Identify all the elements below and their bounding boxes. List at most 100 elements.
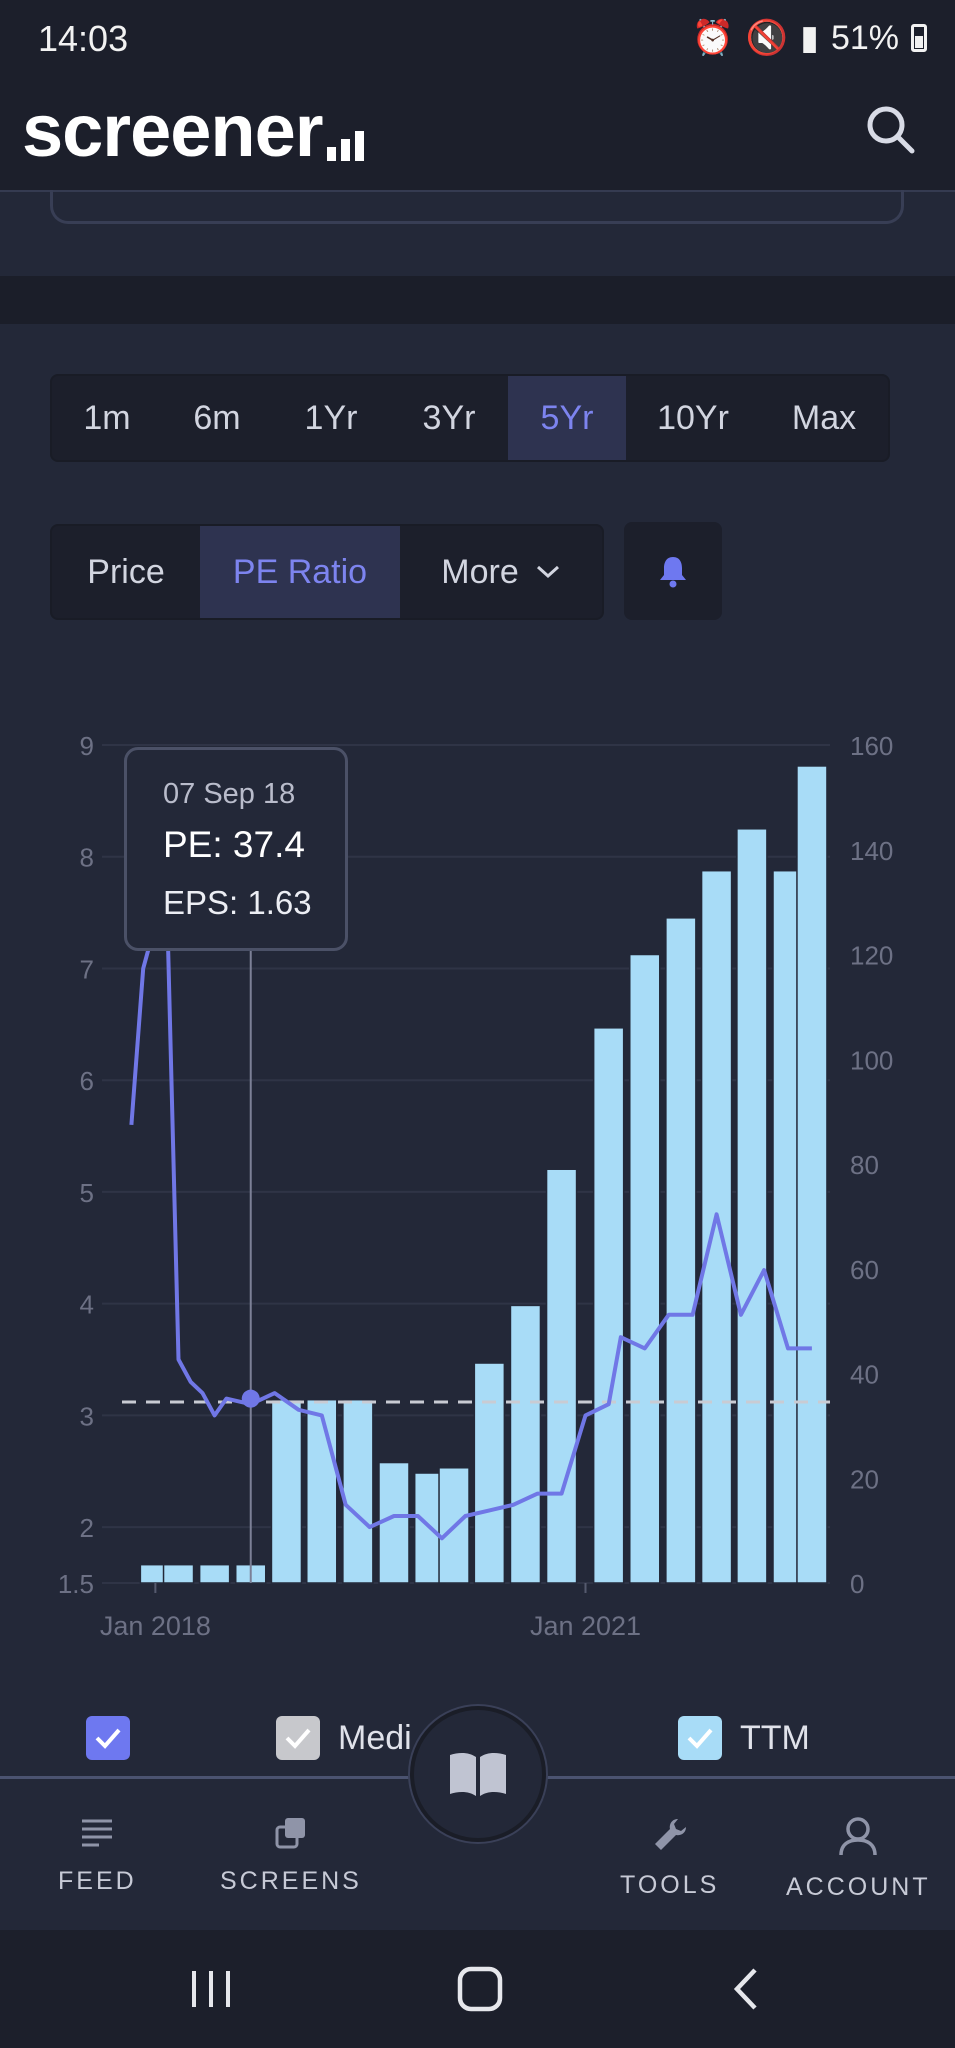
book-button[interactable] xyxy=(410,1706,546,1842)
eps-bar xyxy=(342,1398,374,1584)
logo-bars-icon xyxy=(326,131,364,161)
tooltip-pe: PE: 37.4 xyxy=(163,824,305,865)
cursor-point xyxy=(241,1389,260,1408)
tab-6m[interactable]: 6m xyxy=(193,398,241,437)
nav-account[interactable]: ACCOUNT xyxy=(786,1815,931,1902)
status-time: 14:03 xyxy=(38,18,129,59)
bell-icon xyxy=(660,557,686,588)
check-icon xyxy=(687,1728,713,1749)
legend-median-label: Medi xyxy=(338,1718,412,1757)
mute-icon: 🔇 xyxy=(745,19,789,57)
eps-bar xyxy=(509,1304,542,1584)
app-header: screener xyxy=(0,66,955,192)
back-glyph xyxy=(733,1968,757,2010)
tab-1m[interactable]: 1m xyxy=(83,398,131,437)
status-bar: 14:03 ⏰ 🔇 ▮ 51% xyxy=(0,0,955,66)
nav-feed[interactable]: FEED xyxy=(58,1815,137,1896)
eps-bar xyxy=(162,1563,195,1584)
eps-bar xyxy=(700,869,733,1584)
legend-ttm-label: TTM xyxy=(740,1718,810,1757)
pe-chart[interactable]: 9 8 7 6 5 4 3 2 1.5 160 140 120 100 80 60 40 20 0 Jan 2018… xyxy=(0,700,955,1650)
eps-bar xyxy=(796,765,828,1584)
recent-apps-icon[interactable] xyxy=(176,1954,246,2024)
eps-bar xyxy=(270,1398,303,1584)
book-icon xyxy=(450,1752,506,1796)
logo-text: screener xyxy=(22,89,324,172)
right-axis-tick: 40 xyxy=(850,1360,879,1390)
signal-icon: ▮ xyxy=(800,19,819,57)
legend-median[interactable]: Medi xyxy=(276,1716,412,1760)
right-axis-tick: 60 xyxy=(850,1255,879,1285)
left-axis-tick: 1.5 xyxy=(58,1569,94,1599)
screener-logo[interactable]: screener xyxy=(22,88,364,173)
tab-max[interactable]: Max xyxy=(791,398,857,437)
eps-bar xyxy=(665,917,697,1584)
right-axis-tick: 160 xyxy=(850,731,893,761)
more-dropdown[interactable]: More xyxy=(400,526,602,618)
pe-checkbox[interactable] xyxy=(86,1716,130,1760)
home-glyph xyxy=(457,1966,503,2012)
legend-pe[interactable] xyxy=(86,1716,130,1760)
range-tabs: 1m 6m 1Yr 3Yr 5Yr 10Yr Max xyxy=(50,374,890,462)
left-axis-tick: 8 xyxy=(80,843,94,873)
nav-tools-label: TOOLS xyxy=(620,1871,720,1899)
system-nav xyxy=(0,1930,955,2048)
chevron-down-icon xyxy=(536,565,559,579)
eps-bar xyxy=(545,1168,578,1584)
nav-screens-label: SCREENS xyxy=(220,1867,362,1895)
home-icon[interactable] xyxy=(445,1954,515,2024)
tab-pe-ratio[interactable]: PE Ratio xyxy=(200,526,400,618)
tooltip-date: 07 Sep 18 xyxy=(163,778,296,810)
legend-ttm[interactable]: TTM xyxy=(678,1716,810,1760)
median-checkbox[interactable] xyxy=(276,1716,320,1760)
tab-price[interactable]: Price xyxy=(87,552,165,591)
left-axis-tick: 9 xyxy=(80,731,94,761)
nav-tools[interactable]: TOOLS xyxy=(620,1815,719,1900)
left-axis-tick: 5 xyxy=(80,1178,94,1208)
eps-bar xyxy=(736,828,768,1584)
section-divider xyxy=(0,276,955,324)
card-edge xyxy=(50,190,904,224)
tab-10yr[interactable]: 10Yr xyxy=(657,398,729,437)
tab-3yr[interactable]: 3Yr xyxy=(422,398,476,437)
right-axis-tick: 140 xyxy=(850,836,893,866)
search-icon[interactable] xyxy=(861,100,921,160)
back-icon[interactable] xyxy=(712,1954,782,2024)
left-axis-tick: 7 xyxy=(80,954,94,984)
alarm-icon: ⏰ xyxy=(691,19,734,57)
x-axis-tick: Jan 2021 xyxy=(530,1611,641,1641)
eps-bar xyxy=(592,1027,625,1584)
wrench-icon xyxy=(654,1819,686,1850)
eps-bar xyxy=(473,1362,506,1584)
x-axis-tick: Jan 2018 xyxy=(100,1611,211,1641)
right-axis-tick: 100 xyxy=(850,1045,893,1075)
right-axis-tick: 0 xyxy=(850,1569,864,1599)
left-axis-tick: 3 xyxy=(80,1401,94,1431)
left-axis-tick: 4 xyxy=(80,1290,94,1320)
eps-bar xyxy=(378,1461,410,1584)
screens-icon xyxy=(275,1818,305,1849)
right-axis-tick: 120 xyxy=(850,941,893,971)
status-icons: ⏰ 🔇 ▮ 51% xyxy=(692,18,927,58)
ttm-checkbox[interactable] xyxy=(678,1716,722,1760)
nav-screens[interactable]: SCREENS xyxy=(220,1815,362,1896)
battery-percent: 51% xyxy=(830,18,899,57)
chart-tooltip: 07 Sep 18 PE: 37.4 EPS: 1.63 xyxy=(124,747,348,951)
account-icon xyxy=(839,1817,878,1856)
right-axis-tick: 20 xyxy=(850,1464,879,1494)
eps-bar xyxy=(629,953,661,1584)
check-icon xyxy=(95,1728,121,1749)
battery-icon xyxy=(911,24,927,52)
recent-apps-glyph xyxy=(192,1971,230,2007)
right-axis-tick: 80 xyxy=(850,1150,879,1180)
nav-feed-label: FEED xyxy=(58,1867,137,1895)
tab-5yr[interactable]: 5Yr xyxy=(508,376,626,460)
tooltip-eps: EPS: 1.63 xyxy=(163,884,312,921)
tab-1yr[interactable]: 1Yr xyxy=(304,398,358,437)
eps-bar xyxy=(306,1398,338,1584)
metric-tabs: Price PE Ratio More xyxy=(50,524,604,620)
check-icon xyxy=(285,1728,311,1749)
chart-legend: Medi TTM xyxy=(0,1716,955,1776)
left-axis-tick: 2 xyxy=(80,1513,94,1543)
alert-button[interactable] xyxy=(624,522,722,620)
